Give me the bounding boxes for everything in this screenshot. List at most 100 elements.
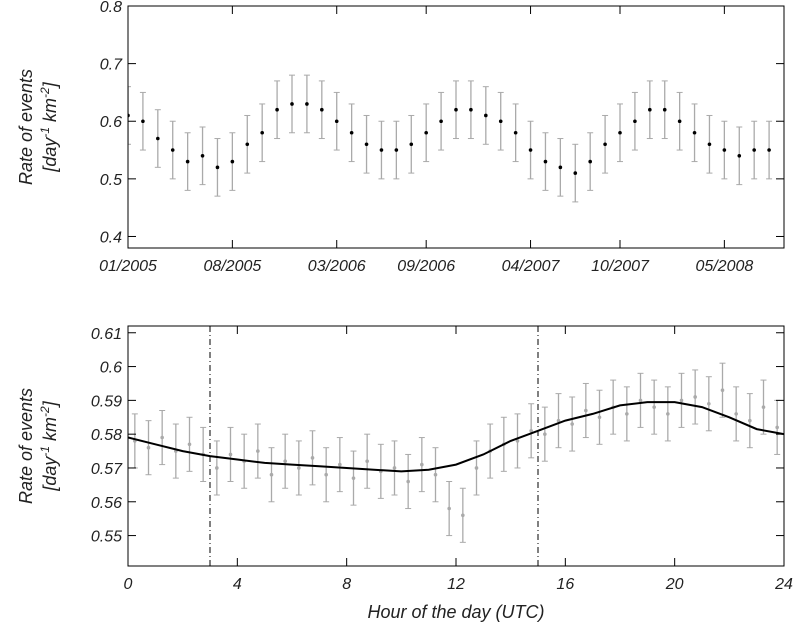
point [170, 148, 175, 152]
point [141, 119, 145, 124]
point [334, 119, 339, 124]
point [748, 418, 752, 423]
point [461, 513, 465, 518]
x-axis-label: Hour of the day (UTC) [367, 602, 544, 622]
x-tick-label: 08/2005 [203, 258, 261, 275]
point [558, 165, 563, 170]
point [187, 442, 192, 447]
point [469, 107, 473, 112]
point [707, 142, 712, 147]
point [215, 466, 219, 470]
point [406, 479, 410, 484]
superscript: -2 [38, 406, 52, 417]
point [528, 148, 533, 152]
point [160, 435, 164, 440]
point [454, 107, 458, 112]
point [603, 142, 607, 147]
y-tick-label: 0.55 [91, 529, 122, 546]
point [269, 472, 274, 477]
units-text: [day [40, 456, 60, 492]
y-axis-label: Rate of events [16, 388, 36, 504]
y-tick-label: 0.7 [100, 57, 123, 74]
axes-frame [127, 5, 785, 249]
units-text: km [40, 417, 60, 446]
y-tick-label: 0.58 [91, 427, 122, 444]
point [652, 405, 656, 409]
point [409, 142, 414, 147]
point [734, 412, 738, 416]
point [365, 459, 369, 464]
point [364, 142, 369, 147]
y-tick-label: 0.6 [100, 114, 122, 131]
point [447, 506, 451, 511]
point [484, 113, 488, 118]
point [392, 466, 397, 470]
point [394, 148, 399, 152]
point [543, 432, 547, 436]
x-tick-label: 8 [342, 576, 351, 593]
point [349, 130, 354, 135]
x-tick-label: 20 [665, 576, 684, 593]
point [588, 159, 592, 164]
units-text: ] [40, 81, 60, 89]
point [310, 456, 315, 460]
point [775, 425, 779, 430]
y-tick-label: 0.61 [91, 326, 122, 343]
y-tick-label: 0.8 [100, 0, 122, 16]
x-tick-label: 12 [447, 576, 465, 593]
point [290, 102, 294, 106]
superscript: -1 [38, 446, 52, 457]
point [752, 148, 756, 152]
point [200, 154, 205, 158]
point [324, 472, 328, 477]
x-tick-label: 01/2005 [99, 258, 157, 275]
point [625, 412, 629, 416]
point [677, 119, 682, 124]
point [245, 142, 250, 147]
point [498, 119, 503, 124]
y-tick-label: 0.56 [91, 495, 122, 512]
point [275, 107, 279, 112]
point [529, 428, 533, 433]
point [185, 159, 190, 164]
point [679, 398, 684, 403]
y-tick-label: 0.57 [91, 461, 123, 478]
point [618, 130, 622, 135]
point [662, 107, 667, 112]
point [156, 136, 160, 141]
point [439, 119, 443, 124]
point [474, 466, 479, 470]
y-axis-label: Rate of events [16, 69, 36, 185]
point [433, 472, 438, 477]
point [692, 130, 697, 135]
point [515, 439, 520, 443]
x-tick-label: 05/2008 [695, 258, 753, 275]
point [215, 165, 220, 170]
point [767, 148, 771, 152]
axes-frame [127, 325, 785, 567]
x-tick-label: 0 [124, 576, 133, 593]
x-tick-label: 09/2006 [397, 258, 455, 275]
point [573, 171, 578, 175]
y-axis-units: [day-1 km-2] [38, 400, 60, 491]
x-tick-label: 04/2007 [502, 258, 561, 275]
x-tick-label: 24 [774, 576, 793, 593]
point [305, 102, 309, 106]
x-tick-label: 16 [556, 576, 574, 593]
plot-area [128, 74, 773, 203]
point [256, 449, 260, 453]
units-text: km [40, 98, 60, 127]
point [597, 415, 602, 420]
point [722, 148, 727, 152]
point [720, 388, 725, 393]
y-tick-label: 0.59 [91, 393, 122, 410]
y-tick-label: 0.6 [100, 360, 122, 377]
point [420, 462, 424, 467]
point [584, 408, 588, 413]
point [761, 405, 766, 409]
point [666, 412, 670, 416]
trend-line [128, 401, 784, 473]
point [379, 148, 384, 152]
point [424, 130, 428, 135]
y-tick-label: 0.4 [100, 229, 122, 246]
